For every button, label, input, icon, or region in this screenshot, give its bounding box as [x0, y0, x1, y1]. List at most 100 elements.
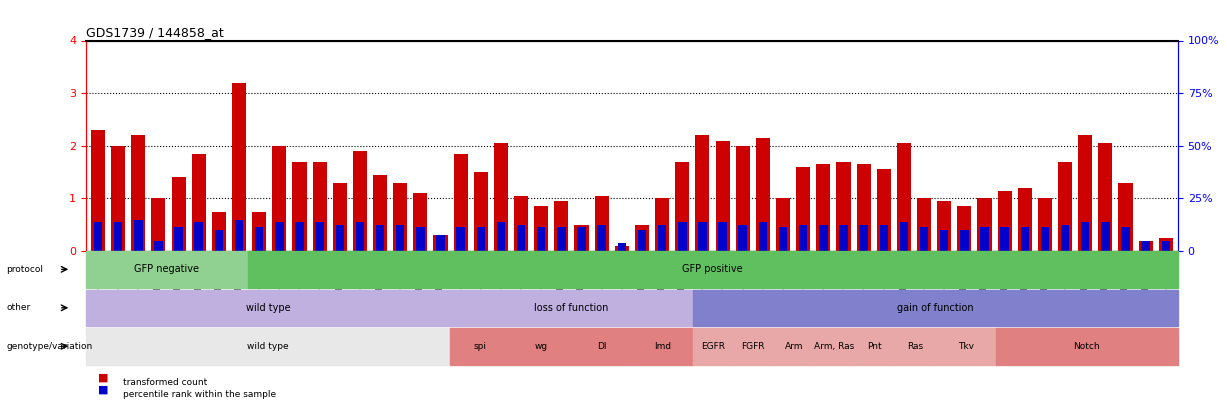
Bar [837, 162, 850, 251]
Bar [696, 135, 709, 251]
Bar [715, 141, 730, 251]
Bar [191, 153, 206, 251]
Bar [779, 228, 788, 251]
Bar [739, 225, 747, 251]
Text: gain of function: gain of function [897, 303, 973, 313]
Bar [396, 225, 405, 251]
Text: percentile rank within the sample: percentile rank within the sample [123, 390, 276, 399]
Bar [155, 241, 163, 251]
Bar [698, 222, 707, 251]
Bar [655, 198, 669, 251]
Bar [960, 230, 968, 251]
Bar [437, 235, 444, 251]
Text: transformed count: transformed count [123, 378, 207, 387]
Bar [534, 207, 548, 251]
Bar [131, 135, 145, 251]
Bar [856, 164, 871, 251]
Bar [1061, 225, 1069, 251]
Bar [232, 83, 247, 251]
Bar [816, 164, 831, 251]
Bar [174, 228, 183, 251]
Bar [634, 225, 649, 251]
Text: EGFR: EGFR [701, 342, 725, 351]
Text: Tkv: Tkv [957, 342, 973, 351]
Bar [574, 225, 589, 251]
Bar [373, 175, 387, 251]
Bar [413, 193, 427, 251]
Bar [736, 146, 750, 251]
Text: Pnt: Pnt [867, 342, 882, 351]
Bar [151, 198, 166, 251]
Bar [920, 228, 929, 251]
Text: other: other [6, 303, 31, 312]
Bar [679, 222, 686, 251]
Bar [1098, 143, 1113, 251]
Bar [1038, 198, 1052, 251]
Bar [476, 228, 485, 251]
Bar [272, 146, 286, 251]
Bar [1040, 228, 1049, 251]
Bar [335, 225, 344, 251]
Bar [658, 225, 666, 251]
Bar [275, 222, 283, 251]
Bar [537, 228, 546, 251]
Text: wild type: wild type [247, 342, 288, 351]
Bar [998, 191, 1012, 251]
Bar [1079, 135, 1092, 251]
Bar [474, 172, 488, 251]
Bar [134, 220, 142, 251]
Bar [877, 169, 891, 251]
Bar [880, 225, 888, 251]
Text: Arm, Ras: Arm, Ras [814, 342, 854, 351]
Bar [195, 222, 202, 251]
Bar [980, 228, 989, 251]
Bar [598, 225, 606, 251]
Bar [315, 222, 324, 251]
Bar [296, 222, 304, 251]
Bar [557, 228, 566, 251]
Bar [1162, 241, 1171, 251]
Bar [775, 198, 790, 251]
Bar [758, 222, 767, 251]
Bar [375, 225, 384, 251]
Bar [796, 167, 810, 251]
Bar [1058, 162, 1072, 251]
Bar [215, 230, 223, 251]
Text: GDS1739 / 144858_at: GDS1739 / 144858_at [86, 26, 223, 39]
Bar [577, 228, 585, 251]
Text: wg: wg [534, 342, 547, 351]
Bar [595, 196, 609, 251]
Bar [1021, 228, 1029, 251]
Bar [899, 222, 908, 251]
Bar [114, 222, 123, 251]
Bar [1017, 188, 1032, 251]
Bar [497, 222, 506, 251]
Bar [940, 230, 948, 251]
Text: ■: ■ [98, 373, 109, 383]
Text: protocol: protocol [6, 265, 43, 274]
Bar [517, 225, 525, 251]
Bar [416, 228, 425, 251]
Bar [112, 146, 125, 251]
Bar [393, 183, 407, 251]
Bar [454, 153, 467, 251]
Bar [839, 225, 848, 251]
Bar [353, 151, 367, 251]
Bar [638, 230, 647, 251]
Text: Dl: Dl [596, 342, 606, 351]
Text: loss of function: loss of function [534, 303, 609, 313]
Bar [1081, 222, 1090, 251]
Bar [1000, 228, 1009, 251]
Text: genotype/variation: genotype/variation [6, 342, 92, 351]
Bar [356, 222, 364, 251]
Bar [91, 130, 106, 251]
Bar [1101, 222, 1109, 251]
Bar [917, 198, 931, 251]
Bar [494, 143, 508, 251]
Bar [514, 196, 528, 251]
Bar [756, 138, 769, 251]
Bar [234, 220, 243, 251]
Text: Notch: Notch [1074, 342, 1101, 351]
Text: GFP negative: GFP negative [134, 264, 199, 274]
Text: wild type: wild type [245, 303, 291, 313]
